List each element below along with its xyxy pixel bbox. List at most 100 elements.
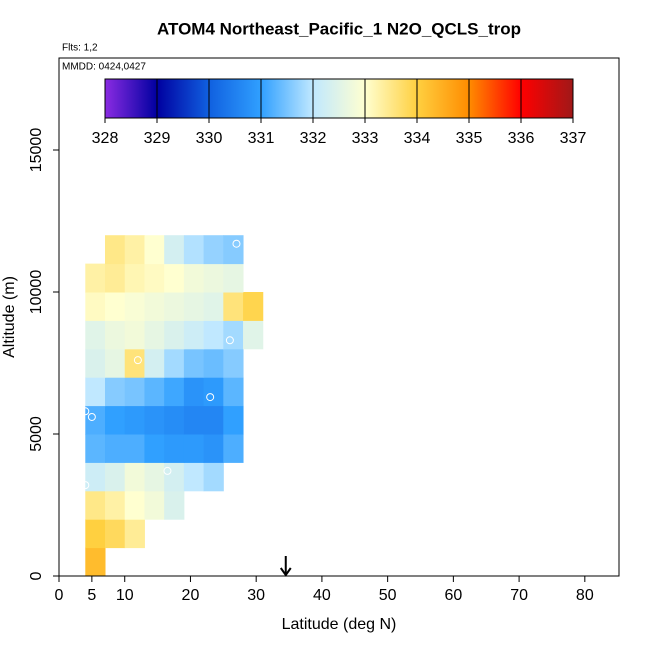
heat-cell bbox=[223, 235, 244, 265]
heat-cell bbox=[85, 292, 106, 321]
heat-cell bbox=[124, 263, 145, 293]
heat-cell bbox=[105, 263, 126, 293]
heat-cell bbox=[223, 292, 244, 321]
x-axis-title: Latitude (deg N) bbox=[282, 616, 397, 633]
heat-cell bbox=[183, 405, 205, 435]
heat-cell bbox=[124, 377, 145, 407]
x-tick-label: 50 bbox=[379, 587, 397, 604]
sample-point bbox=[225, 336, 234, 345]
heat-cell bbox=[124, 434, 145, 463]
heat-cell bbox=[223, 263, 244, 293]
heat-cell bbox=[223, 377, 244, 407]
x-tick-label: 5 bbox=[87, 587, 96, 604]
heat-cell bbox=[243, 320, 264, 350]
heat-cell bbox=[164, 377, 185, 407]
heat-cell bbox=[164, 348, 185, 378]
plot-frame bbox=[58, 57, 620, 577]
heat-cell bbox=[124, 348, 145, 378]
y-tick-label: 5000 bbox=[28, 416, 45, 452]
sample-point bbox=[87, 412, 96, 421]
heat-cell bbox=[203, 434, 224, 463]
heat-cell bbox=[105, 320, 126, 350]
heat-cell bbox=[124, 292, 145, 321]
heat-cell bbox=[203, 462, 224, 492]
heat-cell bbox=[203, 348, 224, 378]
heat-cell bbox=[124, 519, 145, 549]
heat-cell bbox=[85, 263, 106, 293]
heat-cell bbox=[164, 320, 185, 350]
colorbar-tick-label: 332 bbox=[300, 130, 327, 147]
heat-cell bbox=[183, 263, 205, 293]
colorbar-tick-label: 331 bbox=[248, 130, 275, 147]
heat-cell bbox=[164, 235, 185, 265]
sample-point bbox=[206, 393, 215, 402]
heat-cell bbox=[124, 490, 145, 520]
heat-cell bbox=[85, 348, 106, 378]
heat-cell bbox=[223, 434, 244, 463]
heat-cell bbox=[85, 434, 106, 463]
heat-cell bbox=[144, 320, 165, 350]
heat-cell bbox=[183, 462, 205, 492]
heat-cell bbox=[164, 490, 185, 520]
heat-cell bbox=[203, 377, 224, 407]
heat-cell bbox=[105, 434, 126, 463]
heat-cell bbox=[203, 263, 224, 293]
heat-cell bbox=[203, 292, 224, 321]
heat-cell bbox=[203, 405, 224, 435]
heat-cell bbox=[203, 320, 224, 350]
heat-cell bbox=[105, 405, 126, 435]
heat-cell bbox=[85, 320, 106, 350]
x-tick-label: 0 bbox=[55, 587, 64, 604]
arrow bbox=[279, 556, 292, 577]
heat-cell bbox=[203, 235, 224, 265]
heat-cell bbox=[164, 292, 185, 321]
heat-cell bbox=[124, 462, 145, 492]
x-tick-label: 20 bbox=[182, 587, 200, 604]
colorbar-tick-label: 329 bbox=[144, 130, 171, 147]
colorbar-tick-label: 337 bbox=[560, 130, 587, 147]
sample-point bbox=[232, 239, 241, 248]
heat-cell bbox=[144, 348, 165, 378]
heat-cell bbox=[183, 434, 205, 463]
x-tick-label: 80 bbox=[576, 587, 594, 604]
heat-cell bbox=[144, 235, 165, 265]
heat-cell bbox=[85, 405, 106, 435]
heat-cell bbox=[183, 320, 205, 350]
heat-cell bbox=[183, 292, 205, 321]
heat-cell bbox=[124, 405, 145, 435]
heat-cell bbox=[105, 292, 126, 321]
heat-cell bbox=[223, 348, 244, 378]
sample-point bbox=[206, 498, 215, 507]
heat-cell bbox=[183, 377, 205, 407]
heat-cell bbox=[105, 490, 126, 520]
arrow-head bbox=[279, 567, 292, 577]
y-tick-label: 10000 bbox=[28, 270, 45, 315]
heat-cell bbox=[105, 377, 126, 407]
heat-cell bbox=[85, 462, 106, 492]
heat-cell bbox=[85, 519, 106, 549]
heat-cell bbox=[243, 292, 264, 321]
heat-cell bbox=[85, 547, 106, 577]
x-tick-label: 40 bbox=[313, 587, 331, 604]
chart-title: ATOM4 Northeast_Pacific_1 N2O_QCLS_trop bbox=[157, 19, 521, 38]
colorbar-tick-label: 334 bbox=[404, 130, 431, 147]
heat-cell bbox=[144, 490, 165, 520]
x-tick-label: 60 bbox=[444, 587, 462, 604]
x-tick-label: 10 bbox=[116, 587, 134, 604]
heat-cell bbox=[144, 377, 165, 407]
heat-cell bbox=[105, 519, 126, 549]
heat-cell bbox=[164, 462, 185, 492]
heat-cell bbox=[164, 434, 185, 463]
colorbar-tick-label: 328 bbox=[92, 130, 119, 147]
colorbar-tick-label: 336 bbox=[508, 130, 535, 147]
heat-cell bbox=[144, 405, 165, 435]
heat-cell bbox=[85, 377, 106, 407]
x-tick-label: 70 bbox=[510, 587, 528, 604]
heat-cell bbox=[183, 235, 205, 265]
heat-cell bbox=[183, 348, 205, 378]
colorbar-tick-label: 335 bbox=[456, 130, 483, 147]
heat-cell bbox=[105, 462, 126, 492]
sample-point bbox=[163, 466, 172, 475]
sample-point bbox=[133, 356, 142, 365]
